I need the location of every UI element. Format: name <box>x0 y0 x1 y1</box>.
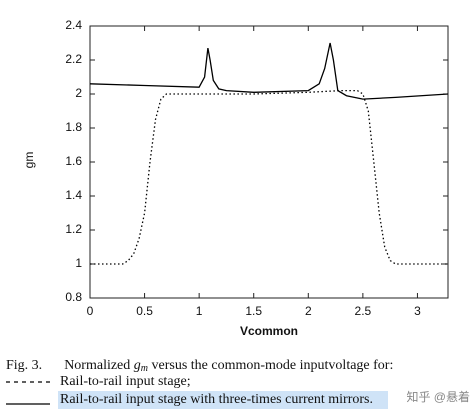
y-tick-label: 0.8 <box>65 290 82 304</box>
x-tick-label: 2.5 <box>355 304 372 318</box>
legend-label: Rail-to-rail input stage; <box>60 374 191 389</box>
highlight <box>58 391 388 409</box>
legend-label: Rail-to-rail input stage with three-time… <box>60 392 373 407</box>
y-tick-label: 2 <box>75 86 82 100</box>
y-tick-label: 1 <box>75 256 82 270</box>
y-tick-label: 1.4 <box>65 188 82 202</box>
plot-frame <box>89 25 449 299</box>
x-tick-label: 0.5 <box>136 304 153 318</box>
x-axis-label: Vcommon <box>240 324 298 338</box>
caption: Fig. 3. Normalized gm versus the common-m… <box>6 358 393 374</box>
x-tick-label: 2 <box>305 304 312 318</box>
y-tick-label: 2.4 <box>65 18 82 32</box>
y-axis-label: gm <box>22 152 36 169</box>
caption-symbol: g <box>134 358 141 373</box>
y-tick-label: 1.6 <box>65 154 82 168</box>
x-tick-label: 1 <box>196 304 203 318</box>
x-tick-label: 0 <box>87 304 94 318</box>
watermark: 知乎 @悬着 <box>406 389 470 404</box>
y-tick-label: 2.2 <box>65 52 82 66</box>
caption-label: Fig. 3. <box>6 358 42 373</box>
x-tick-label: 1.5 <box>245 304 262 318</box>
series-line <box>90 89 448 265</box>
x-tick-label: 3 <box>414 304 421 318</box>
y-tick-label: 1.2 <box>65 222 82 236</box>
caption-subscript: m <box>141 363 148 374</box>
y-tick-label: 1.8 <box>65 120 82 134</box>
series-line <box>89 42 449 100</box>
caption-text: Normalized <box>64 358 134 373</box>
caption-text: versus the common-mode inputvoltage for: <box>148 358 393 373</box>
